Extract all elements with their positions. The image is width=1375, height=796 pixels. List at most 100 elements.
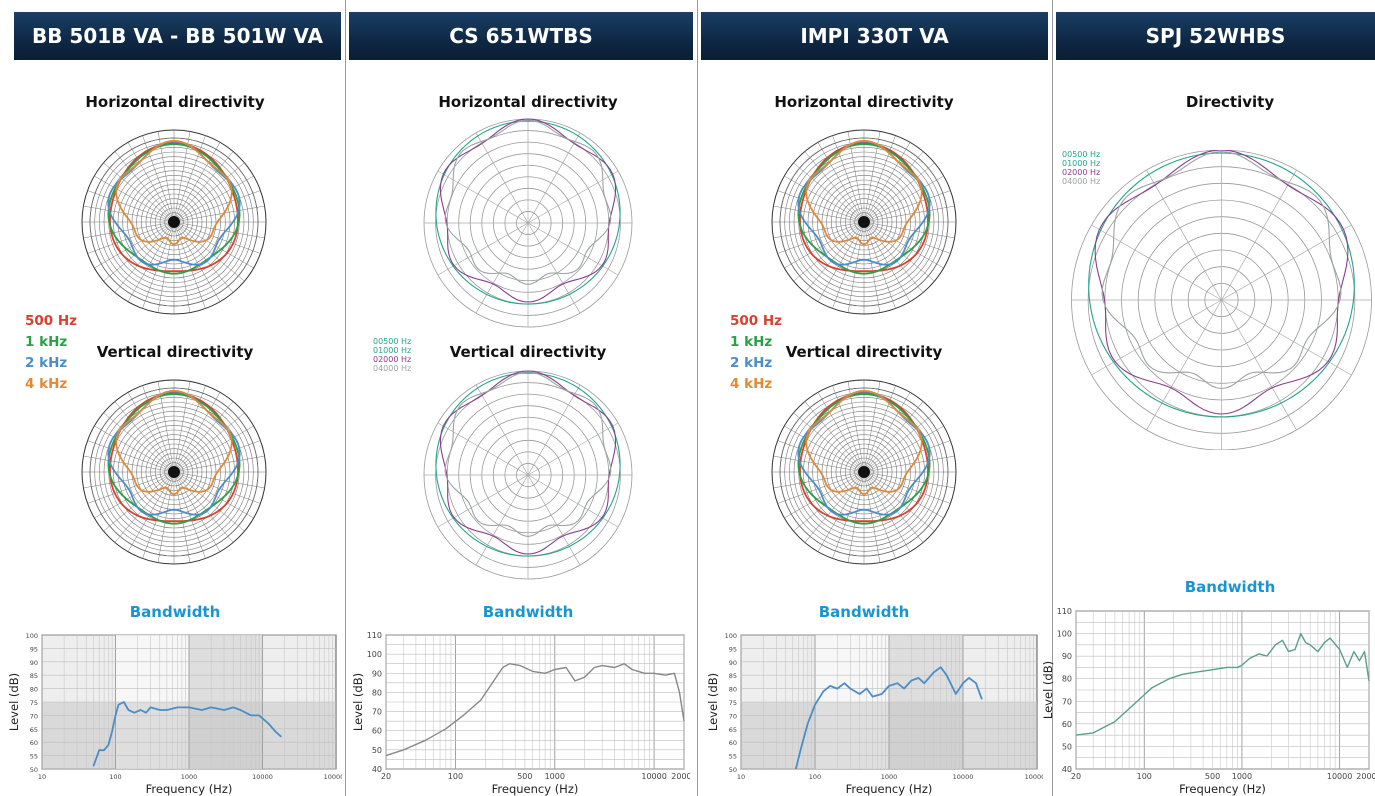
polar-curve-teal [435,120,621,305]
polar-spoke [475,132,529,224]
y-tick-label: 50 [30,766,38,774]
polar-curve-gray [1101,150,1342,390]
polar-spoke [527,222,581,314]
polar-spoke [864,473,881,563]
polar-spoke [527,474,581,566]
y-tick-label: 60 [30,739,38,747]
polar-spoke [87,222,173,254]
y-tick-label: 110 [1057,607,1072,616]
polar-spoke [94,472,173,519]
polar-spoke [773,472,863,489]
polar-curve-green [797,393,931,525]
x-tick-label: 20 [1071,772,1081,781]
x-tick-label: 100 [448,772,463,781]
y-tick-label: 75 [30,699,38,707]
polar-spoke [784,175,863,222]
polar-spoke [83,455,173,472]
polar-spoke [114,401,173,471]
polar-spoke [87,472,173,504]
polar-spoke [175,205,265,222]
polar-spoke [865,412,935,471]
y-tick-label: 80 [1062,675,1072,684]
polar-spoke [817,142,864,221]
x-tick-label: 100000 [324,773,342,781]
polar-spoke [175,223,245,282]
polar-spoke [527,132,581,224]
polar-spoke [103,162,173,221]
frequency-legend: 500 Hz 1 kHz 2 kHz 4 kHz [730,311,782,395]
polar-spoke [94,425,173,472]
polar-spoke [784,222,863,269]
polar-spoke [847,473,864,563]
polar-curve-blue [107,390,241,516]
polar-curve-green [797,143,931,275]
polar-curve-gray [444,119,612,285]
polar-spoke [817,392,864,471]
y-tick-label: 90 [30,659,38,667]
polar-spoke [865,425,944,472]
legend-4khz: 4 kHz [730,376,773,392]
polar-spoke [804,223,863,293]
column-header: SPJ 52WHBS [1056,12,1375,60]
polar-spoke [127,142,174,221]
polar-spoke [793,162,863,221]
polar-spoke [175,175,254,222]
y-tick-label: 100 [367,650,382,659]
legend-00500hz: 00500 Hz [373,337,412,346]
polar-spoke [865,151,924,221]
y-tick-label: 90 [372,669,382,678]
y-tick-label: 80 [372,688,382,697]
polar-spoke [865,472,944,519]
polar-spoke [157,473,174,563]
y-tick-label: 60 [729,739,737,747]
polar-curve-teal [1088,152,1355,418]
x-tick-label: 10 [737,773,745,781]
polar-curve-purple [439,370,617,555]
legend-01000hz: 01000 Hz [373,346,412,355]
y-tick-label: 60 [372,727,382,736]
directivity-polar-plot [1071,150,1372,450]
polar-spoke [865,472,955,489]
polar-spoke [847,223,864,313]
x-tick-label: 10000 [953,773,974,781]
polar-spoke [175,472,254,519]
polar-spoke [94,222,173,269]
x-axis-label: Frequency (Hz) [492,782,579,796]
horizontal-directivity-title: Horizontal directivity [438,93,618,111]
polar-spoke [175,440,261,472]
horizontal-directivity-title: Horizontal directivity [85,93,265,111]
polar-curve-green [107,393,241,525]
y-tick-label: 65 [30,726,38,734]
y-tick-label: 90 [729,659,737,667]
polar-spoke [804,151,863,221]
polar-spoke [527,384,581,476]
polar-spoke [175,473,245,532]
polar-spoke [777,190,863,222]
x-tick-label: 10000 [641,772,666,781]
polar-spoke [174,473,191,563]
bandwidth-title: Bandwidth [1184,578,1276,596]
polar-spoke [103,412,173,471]
polar-curve-purple [1094,150,1349,415]
polar-spoke [175,412,245,471]
legend-01000hz: 01000 Hz [1062,159,1101,168]
y-tick-label: 90 [1062,652,1072,661]
x-tick-label: 100 [809,773,821,781]
vertical-polar-plot [771,379,957,565]
column-divider [1052,0,1053,796]
polar-spoke [865,223,935,282]
polar-spoke [804,473,863,543]
x-tick-label: 1000 [545,772,565,781]
legend-04000hz: 04000 Hz [1062,177,1101,186]
polar-spoke [777,440,863,472]
x-tick-label: 20000 [671,772,690,781]
vertical-directivity-title: Vertical directivity [96,343,254,361]
vertical-directivity-title: Vertical directivity [449,343,607,361]
x-tick-label: 1000 [181,773,198,781]
polar-spoke [865,401,924,471]
frequency-legend: 00500 Hz 01000 Hz 02000 Hz 04000 Hz [373,337,411,373]
polar-spoke [865,473,924,543]
legend-2khz: 2 kHz [25,355,68,371]
polar-spoke [114,151,173,221]
polar-spoke [864,392,911,471]
